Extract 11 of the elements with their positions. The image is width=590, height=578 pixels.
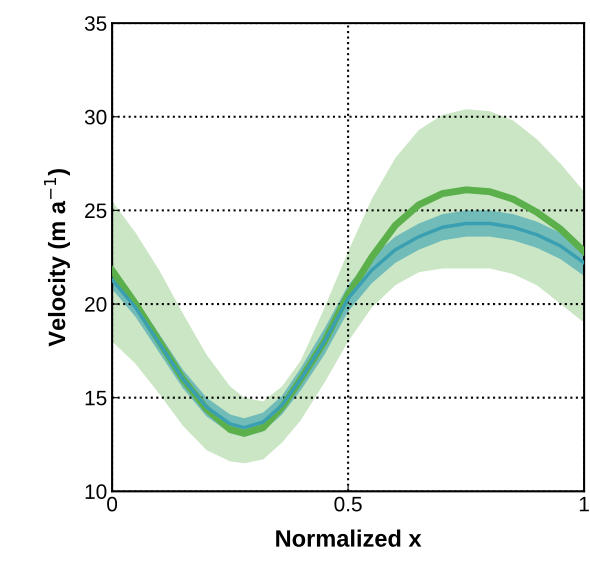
y-tick-label: 20 bbox=[85, 297, 106, 312]
y-tick-label: 35 bbox=[84, 16, 106, 31]
x-tick-label: 0 bbox=[107, 496, 118, 512]
y-tick-label: 10 bbox=[86, 484, 106, 500]
x-axis-title: Normalized x bbox=[276, 529, 422, 547]
x-tick-label: 0.5 bbox=[334, 496, 362, 512]
y-tick-label: 25 bbox=[85, 203, 106, 218]
x-tick-label: 1 bbox=[580, 496, 589, 512]
y-axis-title: Velocity (m a$^{−1}$) bbox=[44, 169, 70, 347]
y-tick-label: 15 bbox=[86, 390, 106, 406]
y-tick-label: 30 bbox=[84, 110, 106, 125]
